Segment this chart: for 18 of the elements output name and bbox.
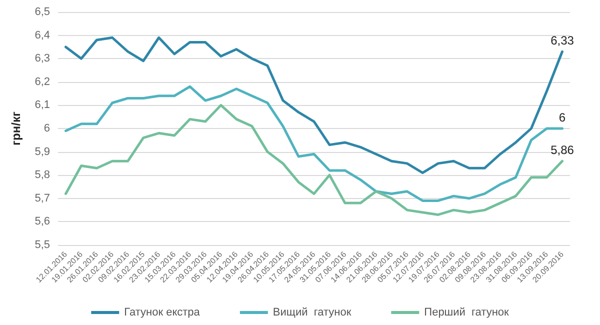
- y-axis-title: грн/кг: [9, 112, 23, 146]
- y-tick-label: 6,5: [34, 6, 50, 18]
- y-tick-label: 6,1: [34, 99, 50, 112]
- data-label: 6: [558, 110, 566, 124]
- y-tick-label: 5,7: [34, 192, 50, 204]
- legend-label: Перший гатунок: [424, 306, 510, 318]
- legend-label: Вищий гатунок: [272, 306, 352, 318]
- y-tick-label: 5,8: [34, 169, 50, 182]
- y-tick-label: 6,3: [34, 52, 50, 65]
- y-tick-label: 6: [44, 122, 50, 134]
- y-tick-label: 5,9: [34, 146, 50, 158]
- y-tick-label: 6,2: [34, 76, 50, 88]
- y-tick-label: 5,5: [34, 239, 50, 251]
- legend-label: Гатунок екстра: [124, 306, 201, 318]
- data-label: 6,33: [550, 34, 574, 48]
- data-label: 5,86: [550, 143, 574, 158]
- y-tick-label: 5,6: [34, 216, 50, 228]
- y-tick-label: 6,4: [34, 29, 50, 42]
